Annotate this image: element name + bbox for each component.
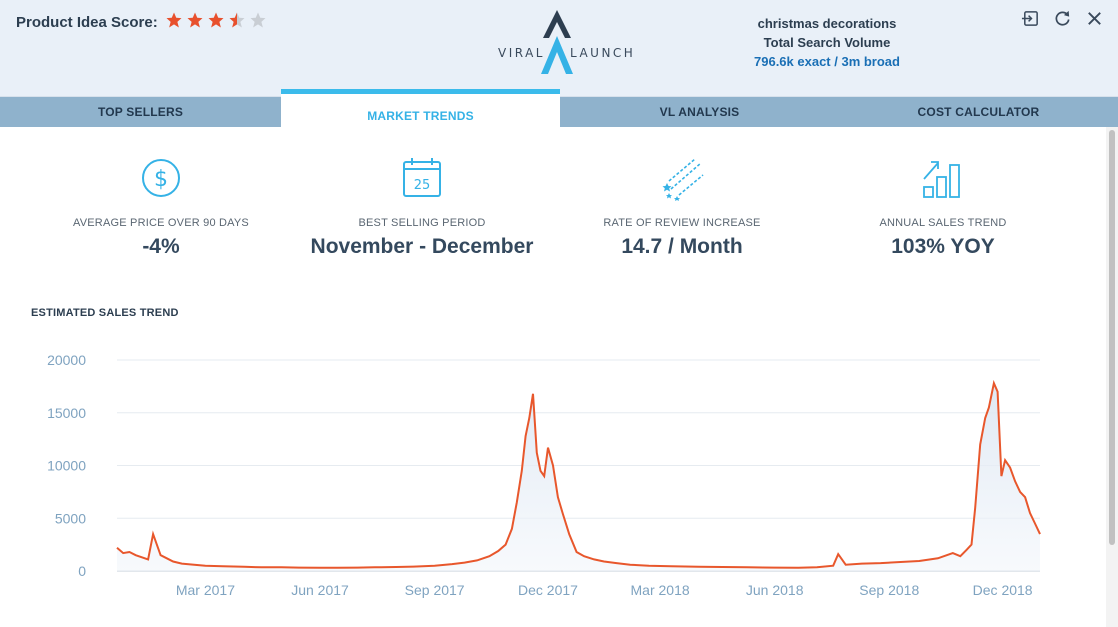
vertical-scrollbar[interactable]	[1106, 127, 1118, 627]
header-bar: Product Idea Score: VIRAL LAUNCH christm…	[0, 0, 1118, 97]
metric-best-selling-period: 25 BEST SELLING PERIOD November - Decemb…	[297, 155, 547, 259]
metric-review-rate: RATE OF REVIEW INCREASE 14.7 / Month	[557, 155, 807, 259]
logo-text-launch: LAUNCH	[570, 46, 636, 60]
metric-annual-sales-trend: ANNUAL SALES TREND 103% YOY	[818, 155, 1068, 259]
star-full-icon	[208, 12, 224, 28]
header-actions	[1021, 9, 1104, 28]
calendar-icon: 25	[403, 158, 441, 197]
shooting-stars-icon	[662, 158, 704, 201]
y-tick-label: 5000	[55, 510, 86, 526]
sales-trend-line	[116, 379, 1041, 569]
x-tick-label: Mar 2017	[176, 582, 235, 598]
chart-title: ESTIMATED SALES TREND	[31, 307, 179, 319]
dollar-icon: $	[142, 159, 180, 197]
product-idea-score-label: Product Idea Score:	[16, 14, 158, 31]
metric-label: BEST SELLING PERIOD	[358, 217, 486, 229]
star-rating	[165, 10, 267, 30]
star-half-icon	[229, 12, 245, 28]
metric-value: 14.7 / Month	[621, 235, 743, 258]
refresh-icon[interactable]	[1053, 9, 1072, 28]
tab-market-trends[interactable]: MARKET TRENDS	[281, 89, 560, 127]
x-tick-label: Jun 2018	[746, 582, 804, 598]
star-full-icon	[166, 12, 182, 28]
search-volume-value: 796.6k exact / 3m broad	[754, 54, 900, 69]
x-tick-label: Mar 2018	[631, 582, 690, 598]
metric-label: AVERAGE PRICE OVER 90 DAYS	[73, 217, 249, 229]
logo-text-viral: VIRAL	[498, 46, 545, 60]
search-volume-info: christmas decorations Total Search Volum…	[700, 14, 954, 71]
search-volume-title: Total Search Volume	[763, 35, 891, 50]
y-tick-label: 20000	[47, 352, 86, 368]
exit-icon[interactable]	[1021, 9, 1040, 28]
metric-label: ANNUAL SALES TREND	[879, 217, 1007, 229]
y-tick-label: 10000	[47, 458, 86, 474]
tab-vl-analysis[interactable]: VL ANALYSIS	[659, 105, 740, 119]
metric-label: RATE OF REVIEW INCREASE	[603, 217, 761, 229]
x-tick-label: Jun 2017	[291, 582, 349, 598]
tab-bar: TOP SELLERS MARKET TRENDS VL ANALYSIS CO…	[0, 89, 1118, 127]
y-tick-label: 15000	[47, 405, 86, 421]
y-tick-label: 0	[78, 563, 86, 579]
metric-value: 103% YOY	[891, 235, 995, 258]
sales-trend-area	[117, 383, 1040, 571]
sales-trend-chart: 20000 15000 10000 5000 0 Mar 2017 Jun 2017 Sep…	[47, 352, 1041, 598]
metric-value: -4%	[142, 235, 180, 258]
x-tick-label: Sep 2018	[859, 582, 919, 598]
viral-launch-logo-mark	[541, 10, 573, 74]
star-empty-icon	[250, 12, 266, 28]
svg-text:$: $	[154, 167, 168, 192]
viral-launch-logo: VIRAL LAUNCH	[495, 8, 633, 78]
metric-value: November - December	[310, 235, 534, 258]
calendar-day: 25	[414, 178, 431, 193]
metric-average-price: $ AVERAGE PRICE OVER 90 DAYS -4%	[36, 155, 286, 259]
tab-cost-calculator[interactable]: COST CALCULATOR	[917, 105, 1040, 119]
x-tick-label: Sep 2017	[405, 582, 465, 598]
x-tick-label: Dec 2017	[518, 582, 578, 598]
x-tick-label: Dec 2018	[973, 582, 1033, 598]
tab-top-sellers[interactable]: TOP SELLERS	[97, 105, 184, 119]
growth-chart-icon	[923, 161, 960, 198]
scrollbar-thumb[interactable]	[1109, 130, 1115, 545]
keyword-text: christmas decorations	[757, 16, 897, 31]
close-icon[interactable]	[1085, 9, 1104, 28]
star-full-icon	[187, 12, 203, 28]
